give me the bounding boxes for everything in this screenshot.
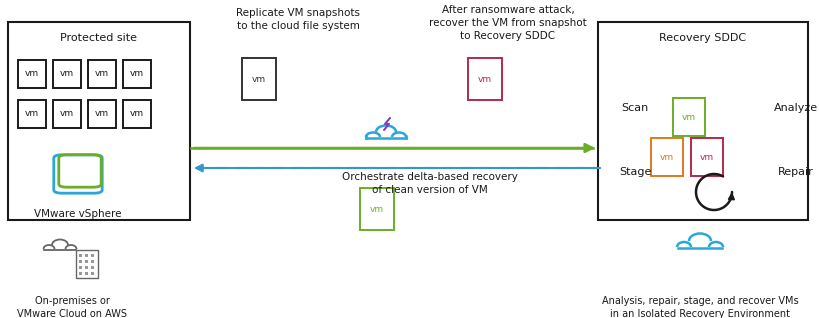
Bar — [242, 58, 276, 100]
Text: vm: vm — [95, 70, 109, 79]
Text: vm: vm — [95, 109, 109, 119]
Bar — [672, 98, 704, 136]
Bar — [123, 100, 151, 128]
Bar — [18, 60, 46, 88]
Text: Recovery SDDC: Recovery SDDC — [658, 33, 745, 43]
Bar — [53, 60, 81, 88]
Text: vm: vm — [681, 113, 695, 121]
Bar — [88, 60, 115, 88]
Bar — [123, 60, 151, 88]
Text: vm: vm — [60, 109, 74, 119]
Text: vm: vm — [659, 153, 673, 162]
Bar — [53, 100, 81, 128]
Bar — [85, 272, 88, 275]
Text: Scan: Scan — [621, 103, 648, 113]
Text: After ransomware attack,
recover the VM from snapshot
to Recovery SDDC: After ransomware attack, recover the VM … — [428, 5, 586, 41]
Text: vm: vm — [129, 109, 144, 119]
Bar — [79, 254, 82, 257]
Text: Replicate VM snapshots
to the cloud file system: Replicate VM snapshots to the cloud file… — [236, 8, 360, 31]
Bar — [79, 266, 82, 269]
Bar — [8, 22, 190, 220]
Text: vm: vm — [129, 70, 144, 79]
Bar — [76, 250, 98, 278]
Bar — [690, 138, 722, 176]
Bar — [468, 58, 501, 100]
Bar — [79, 260, 82, 263]
Bar — [18, 100, 46, 128]
Text: Analyze: Analyze — [773, 103, 817, 113]
Text: vm: vm — [251, 74, 265, 84]
Text: Protected site: Protected site — [61, 33, 138, 43]
Text: Orchestrate delta-based recovery
of clean version of VM: Orchestrate delta-based recovery of clea… — [342, 172, 518, 195]
Text: Analysis, repair, stage, and recover VMs
in an Isolated Recovery Environment: Analysis, repair, stage, and recover VMs… — [601, 296, 798, 318]
Text: On-premises or
VMware Cloud on AWS: On-premises or VMware Cloud on AWS — [17, 296, 127, 318]
Text: vm: vm — [699, 153, 713, 162]
Bar — [85, 260, 88, 263]
Text: vm: vm — [477, 74, 491, 84]
Text: Repair: Repair — [777, 167, 813, 177]
Text: vm: vm — [25, 70, 39, 79]
Bar — [91, 260, 94, 263]
Text: VMware vSphere: VMware vSphere — [34, 209, 121, 219]
Bar — [85, 254, 88, 257]
Bar — [79, 272, 82, 275]
Text: vm: vm — [60, 70, 74, 79]
Bar — [91, 266, 94, 269]
Bar — [91, 254, 94, 257]
Bar — [597, 22, 807, 220]
Bar — [88, 100, 115, 128]
Bar — [91, 272, 94, 275]
Bar — [360, 188, 393, 230]
Text: vm: vm — [25, 109, 39, 119]
Bar — [85, 266, 88, 269]
Text: Stage: Stage — [618, 167, 650, 177]
Text: vm: vm — [369, 204, 383, 213]
Bar — [650, 138, 682, 176]
